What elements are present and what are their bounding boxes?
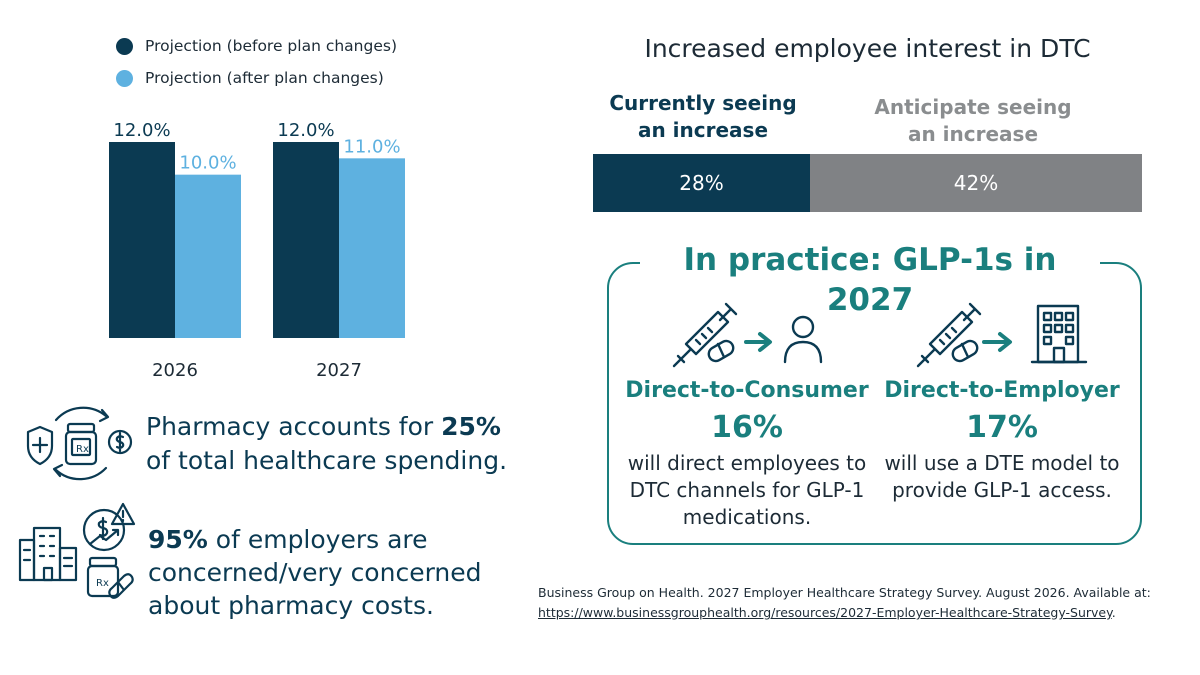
- employer-concern-stat: 95% of employers are concerned/very conc…: [148, 523, 528, 622]
- pharmacy-spending-stat: Pharmacy accounts for 25% of total healt…: [146, 410, 526, 478]
- bar-2026-series-0: [109, 142, 175, 338]
- employer-title: Direct-to-Employer: [884, 378, 1120, 403]
- current-increase-value: 28%: [679, 171, 724, 195]
- x-tick-label-2027: 2027: [316, 360, 362, 381]
- practice-title: In practice: GLP-1s in 2027: [640, 240, 1100, 320]
- current-increase-bar: 28%: [593, 154, 810, 212]
- pharmacy-stat-prefix: Pharmacy accounts for: [146, 412, 442, 441]
- citation: Business Group on Health. 2027 Employer …: [538, 583, 1178, 623]
- legend-label-before: Projection (before plan changes): [145, 37, 397, 55]
- anticipate-increase-label: Anticipate seeing an increase: [874, 95, 1072, 146]
- employer-description: will use a DTE model to provide GLP-1 ac…: [884, 451, 1120, 502]
- pharmacy-cycle-icon: Rx: [26, 406, 133, 481]
- bar-2027-series-0: [273, 142, 339, 338]
- employer-percent: 17%: [966, 410, 1038, 445]
- x-tick-label-2026: 2026: [152, 360, 198, 381]
- anticipate-increase-value: 42%: [953, 171, 999, 195]
- legend-item-before: Projection (before plan changes): [116, 30, 397, 62]
- citation-link[interactable]: https://www.businessgrouphealth.org/reso…: [538, 605, 1112, 620]
- dtc-interest-title: Increased employee interest in DTC: [644, 34, 1091, 63]
- legend-item-after: Projection (after plan changes): [116, 62, 397, 94]
- citation-period: .: [1111, 605, 1116, 620]
- legend-swatch-before: [116, 37, 133, 55]
- data-label-2026-series-1: 10.0%: [179, 153, 236, 174]
- consumer-title: Direct-to-Consumer: [625, 378, 869, 403]
- consumer-description: will direct employees to DTC channels fo…: [627, 451, 867, 529]
- employer-stat-value: 95%: [148, 525, 208, 554]
- employer-stat-suffix: of employers are concerned/very concerne…: [148, 525, 482, 620]
- bar-2026-series-1: [175, 174, 241, 338]
- syringe-to-consumer-icon: [672, 302, 823, 368]
- legend-label-after: Projection (after plan changes): [145, 69, 384, 87]
- bar-chart: 12.0% 10.0% 2026 12.0% 11.0% 2027: [109, 120, 405, 381]
- legend-swatch-after: [116, 69, 133, 87]
- svg-text:Rx: Rx: [76, 444, 89, 455]
- current-increase-label: Currently seeing an increase: [609, 91, 797, 142]
- bar-2027-series-1: [339, 158, 405, 338]
- citation-text: Business Group on Health. 2027 Employer …: [538, 585, 1151, 600]
- svg-text:Rx: Rx: [96, 578, 109, 589]
- consumer-percent: 16%: [711, 410, 783, 445]
- cost-concern-icon: Rx: [18, 502, 136, 599]
- data-label-2026-series-0: 12.0%: [113, 120, 170, 141]
- pharmacy-stat-suffix: of total healthcare spending.: [146, 446, 508, 475]
- chart-legend: Projection (before plan changes) Project…: [116, 30, 397, 94]
- anticipate-increase-bar: 42%: [810, 154, 1142, 212]
- pharmacy-stat-value: 25%: [441, 412, 501, 441]
- data-label-2027-series-1: 11.0%: [343, 136, 400, 157]
- syringe-to-employer-icon: [916, 302, 1088, 368]
- data-label-2027-series-0: 12.0%: [277, 120, 334, 141]
